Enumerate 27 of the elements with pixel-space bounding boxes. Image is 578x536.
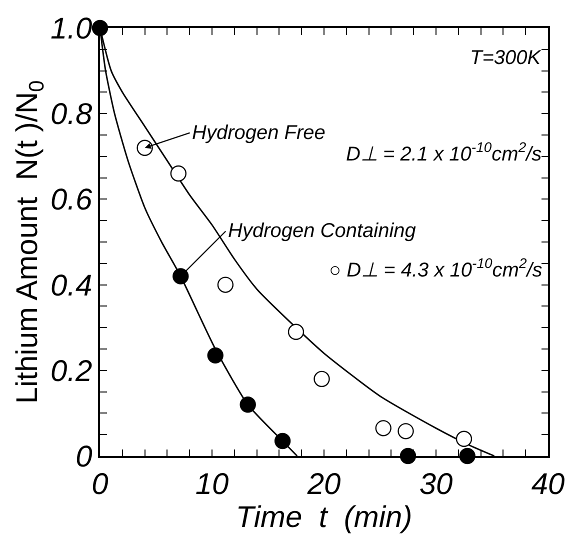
x-tick-label: 40	[531, 468, 565, 501]
y-tick-label: 0	[76, 440, 93, 474]
point	[375, 420, 392, 436]
point	[207, 347, 224, 364]
x-axis-title: Time t (min)	[236, 500, 412, 534]
x-tick-label: 30	[419, 468, 453, 501]
point	[288, 324, 304, 340]
y-tick-label: 0.4	[50, 269, 92, 302]
y-tick-label: 1.0	[50, 12, 93, 46]
point	[172, 268, 189, 284]
point	[456, 430, 472, 447]
y-tick-label: 0.2	[50, 354, 93, 388]
x-tick-label: 10	[195, 468, 229, 501]
point	[274, 432, 291, 450]
y-tick-label: 0.8	[50, 98, 93, 132]
point	[217, 276, 234, 293]
point	[314, 370, 330, 388]
point	[170, 165, 186, 182]
point	[240, 396, 256, 413]
point	[398, 423, 414, 440]
annotation: D⊥ = 2.1 x 10$^{-10}$cm$^{2}$/s	[346, 139, 542, 166]
annotation: Hydrogen Containing	[228, 220, 416, 242]
annotation: Hydrogen Free	[192, 122, 326, 144]
annotation: T=300K	[470, 47, 542, 69]
y-tick-label: 0.6	[50, 184, 93, 217]
x-tick-label: 20	[306, 468, 341, 501]
annotation: ○ D⊥ = 4.3 x 10$^{-10}$cm$^{2}$/s	[329, 255, 542, 282]
